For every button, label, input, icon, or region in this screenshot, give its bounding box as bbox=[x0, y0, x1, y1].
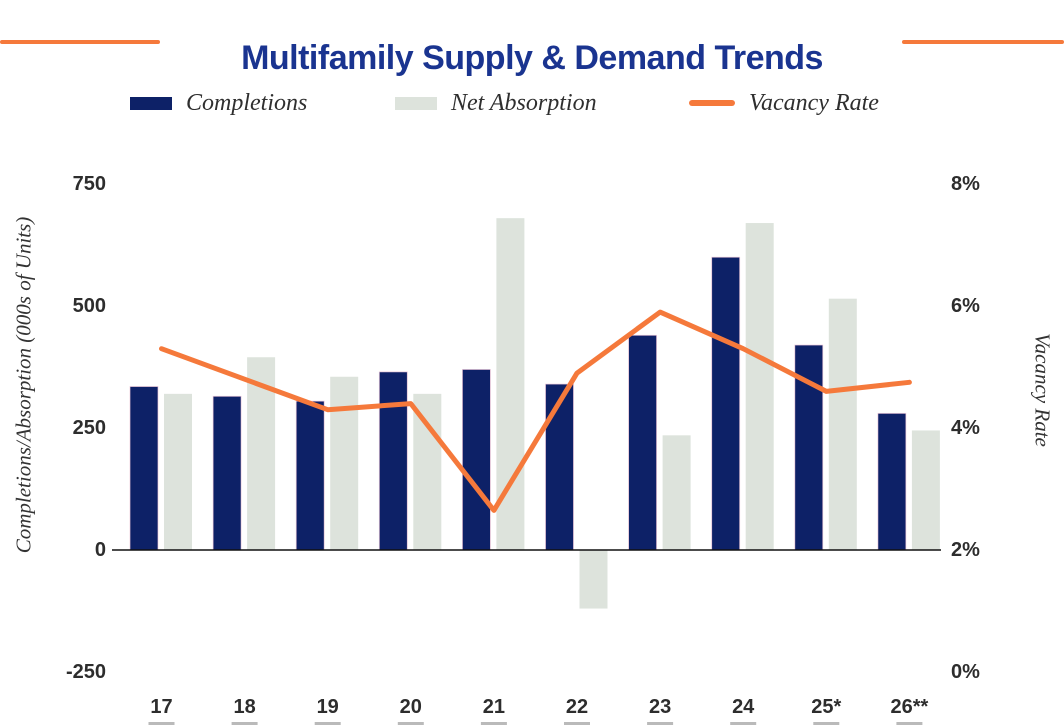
vacancy-rate-swatch bbox=[689, 100, 735, 106]
bottom-edge-dash bbox=[397, 722, 424, 725]
bar-net-absorption-25 bbox=[828, 298, 857, 550]
bar-completions-17 bbox=[129, 386, 159, 551]
bar-net-absorption-22 bbox=[579, 550, 608, 609]
bottom-edge-dash bbox=[314, 722, 341, 725]
right-axis-tick-label: 6% bbox=[951, 295, 980, 317]
legend-item-vacancy-rate: Vacancy Rate bbox=[689, 90, 879, 116]
bar-net-absorption-19 bbox=[330, 376, 359, 550]
bottom-edge-dash bbox=[148, 722, 175, 725]
bar-completions-23 bbox=[628, 334, 657, 551]
left-axis-tick-label: 500 bbox=[73, 295, 106, 317]
x-axis-label-24: 24 bbox=[732, 696, 755, 718]
right-axis-tick-label: 2% bbox=[951, 539, 980, 561]
bar-completions-20 bbox=[378, 371, 408, 551]
bar-completions-26 bbox=[877, 412, 907, 551]
bar-net-absorption-20 bbox=[413, 393, 442, 550]
x-axis-label-26: 26** bbox=[890, 696, 928, 718]
x-axis-label-20: 20 bbox=[400, 696, 422, 718]
x-axis-label-21: 21 bbox=[483, 696, 505, 718]
x-axis-label-23: 23 bbox=[649, 696, 671, 718]
net-absorption-swatch bbox=[395, 96, 437, 110]
bar-net-absorption-24 bbox=[745, 223, 774, 551]
bar-completions-22 bbox=[545, 383, 574, 551]
left-axis-tick-label: -250 bbox=[66, 661, 106, 683]
bar-net-absorption-26 bbox=[911, 430, 940, 550]
bottom-edge-dash bbox=[564, 722, 590, 725]
right-axis-tick-label: 0% bbox=[951, 661, 980, 683]
right-axis-tick-label: 4% bbox=[951, 417, 980, 439]
x-axis-label-25: 25* bbox=[811, 696, 841, 718]
x-axis-label-17: 17 bbox=[150, 696, 172, 718]
legend-item-net-absorption: Net Absorption bbox=[395, 90, 597, 116]
bottom-edge-dash bbox=[730, 722, 757, 725]
vacancy-rate-line bbox=[159, 309, 912, 513]
title-accent-rule-right bbox=[902, 40, 1064, 44]
left-axis-tick-label: 750 bbox=[73, 173, 106, 195]
bottom-edge-dash bbox=[231, 722, 258, 725]
completions-swatch bbox=[130, 96, 172, 110]
bar-completions-21 bbox=[461, 369, 491, 551]
bar-completions-19 bbox=[295, 400, 325, 551]
bar-net-absorption-17 bbox=[164, 393, 192, 550]
x-axis-label-18: 18 bbox=[233, 696, 255, 718]
bottom-edge-dash bbox=[813, 722, 840, 725]
page-title: Multifamily Supply & Demand Trends bbox=[241, 38, 823, 77]
x-axis-label-22: 22 bbox=[566, 696, 588, 718]
legend-label-net-absorption: Net Absorption bbox=[451, 90, 597, 116]
title-accent-rule-left bbox=[0, 40, 160, 44]
left-axis-tick-label: 250 bbox=[73, 417, 106, 439]
bar-completions-24 bbox=[711, 256, 741, 551]
x-axis-label-19: 19 bbox=[317, 696, 339, 718]
bottom-edge-dash bbox=[647, 722, 674, 725]
left-axis-tick-label: 0 bbox=[95, 539, 106, 561]
bottom-edge-dash bbox=[896, 722, 923, 725]
bar-completions-18 bbox=[212, 395, 242, 551]
bar-net-absorption-23 bbox=[662, 435, 691, 550]
legend-label-vacancy-rate: Vacancy Rate bbox=[749, 90, 879, 116]
legend-item-completions: Completions bbox=[130, 90, 307, 116]
bottom-edge-dash bbox=[480, 722, 507, 725]
legend-label-completions: Completions bbox=[186, 90, 308, 116]
right-axis-tick-label: 8% bbox=[951, 173, 980, 195]
